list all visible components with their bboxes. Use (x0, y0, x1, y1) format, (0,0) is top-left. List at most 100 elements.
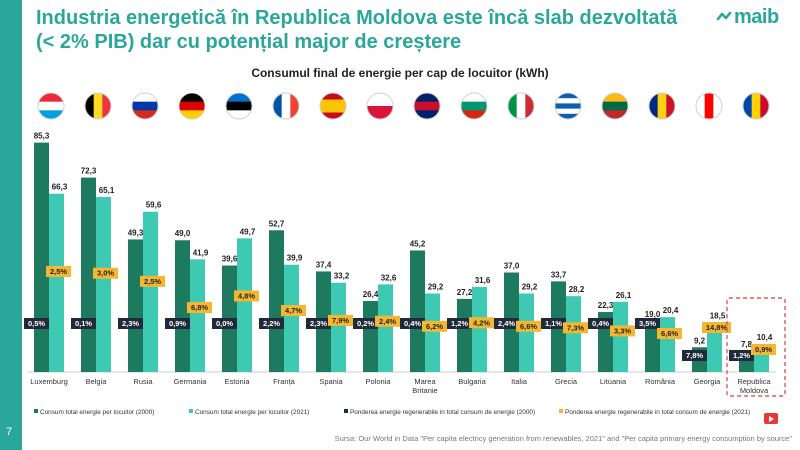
legend-swatch (34, 409, 38, 413)
share-badge-2021 (328, 314, 353, 326)
value-label-2000: 37,0 (504, 262, 520, 271)
logo-text: maib (734, 6, 779, 28)
share-label-2000: 2,4% (498, 319, 515, 328)
value-label-2021: 31,6 (475, 276, 491, 285)
share-label-2000: 0,2% (357, 319, 374, 328)
share-label-2000: 0,0% (216, 319, 233, 328)
value-label-2000: 33,7 (551, 270, 567, 279)
value-label-2000: 37,4 (316, 260, 332, 269)
uk-flag-icon (413, 92, 441, 120)
bar-2021 (378, 284, 393, 372)
category-label: Rusia (133, 377, 153, 386)
share-badge-2021 (234, 290, 259, 302)
share-badge-2000 (259, 318, 284, 329)
share-label-2021: 3,3% (614, 326, 631, 335)
bar-2021 (284, 264, 299, 372)
value-label-2000: 9,2 (694, 336, 706, 345)
share-badge-2000 (588, 318, 613, 329)
bar-2000 (645, 320, 660, 372)
bar-2021 (143, 211, 158, 372)
share-label-2021: 6,6% (520, 322, 537, 331)
side-accent-bar (0, 0, 22, 450)
share-badge-2000 (71, 318, 96, 329)
category-label: Marea (414, 377, 436, 386)
share-label-2021: 3,0% (97, 269, 114, 278)
share-label-2000: 1,2% (733, 351, 750, 360)
share-label-2000: 0,5% (28, 319, 45, 328)
share-label-2021: 7,3% (567, 323, 584, 332)
bar-2021 (425, 293, 440, 372)
romania-flag-icon (648, 92, 676, 120)
value-label-2021: 28,2 (569, 285, 585, 294)
bar-2021 (472, 287, 487, 372)
value-label-2021: 26,1 (616, 291, 632, 300)
value-label-2021: 10,4 (757, 333, 773, 342)
legend-label: Ponderea energie regenerabile in total c… (565, 409, 750, 416)
value-label-2021: 49,7 (240, 227, 256, 236)
share-badge-2021 (93, 267, 118, 279)
value-label-2021: 66,3 (52, 183, 68, 192)
share-badge-2021 (46, 265, 71, 277)
share-badge-2021 (657, 328, 682, 339)
share-badge-2000 (541, 318, 566, 329)
share-badge-2021 (516, 320, 541, 332)
share-label-2021: 2,4% (379, 317, 396, 326)
share-label-2021: 2,5% (50, 267, 67, 276)
share-badge-2021 (563, 322, 588, 334)
bar-2021 (566, 296, 581, 372)
share-badge-2021 (140, 275, 165, 287)
share-badge-2021 (187, 302, 212, 314)
video-play-icon[interactable] (764, 413, 778, 424)
value-label-2000: 26,4 (363, 290, 379, 299)
category-label: Spania (319, 377, 343, 386)
bar-2021 (49, 193, 64, 372)
category-label: Grecia (555, 377, 578, 386)
share-badge-2000 (682, 350, 707, 361)
legend-swatch (189, 409, 193, 413)
category-label: Britanie (412, 386, 437, 395)
lithuania-flag-icon (601, 92, 629, 120)
title-line-1: Industria energetică în Republica Moldov… (36, 7, 678, 29)
share-badge-2000 (729, 350, 754, 361)
legend-label: Consum total energie per locuitor (2021) (195, 409, 309, 416)
bar-2021 (613, 301, 628, 372)
georgia-flag-icon (695, 92, 723, 120)
category-label: Germania (174, 377, 208, 386)
share-badge-2000 (24, 318, 49, 329)
value-label-2021: 29,2 (522, 282, 538, 291)
share-label-2000: 0,9% (169, 319, 186, 328)
value-label-2000: 45,2 (410, 239, 426, 248)
share-badge-2000 (400, 318, 425, 329)
category-label: Estonia (224, 377, 250, 386)
share-badge-2021 (610, 325, 635, 337)
bar-2021 (331, 282, 346, 372)
category-label: Franța (273, 377, 296, 386)
legend-swatch (559, 409, 563, 413)
share-label-2000: 3,5% (639, 319, 656, 328)
share-label-2000: 7,8% (686, 351, 703, 360)
share-label-2021: 6,8% (191, 303, 208, 312)
bar-2000 (269, 230, 284, 372)
value-label-2000: 72,3 (81, 167, 97, 176)
bar-2000 (363, 301, 378, 372)
bar-2021 (519, 293, 534, 372)
share-badge-2000 (118, 318, 143, 329)
category-label: Bulgaria (458, 377, 486, 386)
share-label-2021: 0,9% (755, 345, 772, 354)
estonia-flag-icon (225, 92, 253, 120)
share-badge-2000 (212, 318, 237, 329)
share-badge-2021 (281, 304, 306, 316)
value-label-2021: 41,9 (193, 248, 209, 257)
category-label: Lituania (600, 377, 627, 386)
greece-flag-icon (554, 92, 582, 120)
bar-2021 (190, 259, 205, 372)
category-label: Belgia (86, 377, 108, 386)
belgium-flag-icon (84, 92, 112, 120)
source-note: Sursa: Our World in Data "Per capita ele… (334, 434, 792, 443)
value-label-2021: 29,2 (428, 282, 444, 291)
bar-2021 (707, 322, 722, 372)
share-label-2021: 4,8% (238, 291, 255, 300)
poland-flag-icon (366, 92, 394, 120)
value-label-2000: 85,3 (34, 132, 50, 141)
